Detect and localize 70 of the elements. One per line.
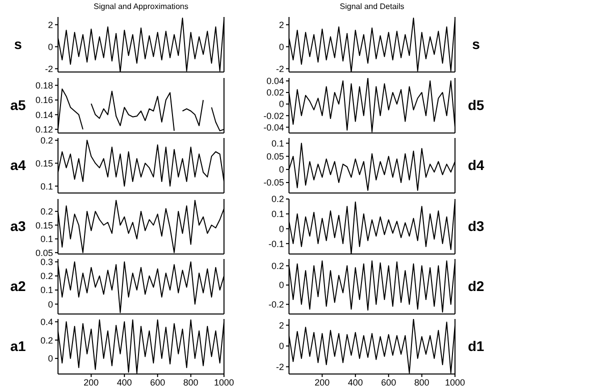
x-tick-label: 800 (414, 377, 430, 387)
y-tick-label: 0.05 (266, 152, 284, 162)
y-tick-label: -0.1 (268, 238, 284, 249)
line-series (58, 319, 224, 374)
y-tick-label: -0.02 (263, 110, 284, 121)
x-tick-label: 600 (381, 377, 396, 387)
y-tick-label: 0 (48, 299, 53, 310)
x-tick-label: 200 (84, 377, 99, 387)
x-tick-label: 800 (183, 377, 198, 387)
y-axis-title: s (13, 36, 23, 52)
y-tick-label: -0.2 (268, 300, 284, 310)
y-axis-title: a3 (9, 218, 27, 234)
y-tick-label: 0.16 (35, 95, 53, 106)
y-tick-label: 0.4 (40, 316, 53, 327)
y-tick-label: 0 (278, 42, 284, 52)
y-axis-title: d5 (466, 96, 486, 112)
y-tick-label: 2 (278, 320, 284, 330)
y-tick-label: 0.1 (40, 285, 53, 296)
y-axis-title: a2 (9, 278, 27, 294)
y-tick-label: -0.04 (263, 122, 284, 132)
chart-title: Signal and Approximations (92, 2, 190, 11)
y-tick-label: 0 (278, 280, 284, 290)
y-tick-label: 0.15 (35, 220, 53, 230)
y-tick-label: 0.04 (266, 76, 284, 86)
y-axis-title: s (471, 36, 481, 52)
y-tick-label: 0.18 (35, 80, 53, 91)
y-tick-label: 0.14 (35, 110, 53, 120)
y-tick-label: 0.2 (40, 135, 53, 146)
x-tick-label: 200 (314, 377, 330, 387)
x-tick-label: 600 (150, 377, 166, 387)
y-tick-label: -2 (44, 64, 53, 74)
y-axis-title: a4 (9, 156, 27, 172)
y-tick-label: 0.1 (271, 209, 284, 220)
y-tick-label: 0.1 (40, 234, 53, 244)
y-tick-label: 0.3 (40, 257, 53, 268)
y-tick-label: 2 (48, 20, 53, 30)
line-series (289, 319, 455, 374)
y-tick-label: 0.02 (266, 88, 284, 98)
y-axis-title: a1 (9, 338, 27, 354)
x-tick-label: 400 (348, 377, 363, 387)
x-tick-label: 1000 (444, 377, 466, 387)
y-tick-label: 0 (278, 224, 284, 234)
y-tick-label: 0.15 (35, 158, 53, 168)
y-tick-label: 0 (278, 164, 284, 175)
y-axis-title: a5 (9, 96, 27, 112)
x-tick-label: 400 (116, 377, 132, 387)
y-tick-label: 0 (48, 354, 53, 364)
y-axis-title: d4 (466, 156, 486, 172)
line-series (58, 261, 224, 314)
y-tick-label: 0.12 (35, 124, 53, 135)
y-tick-label: 0 (278, 341, 284, 352)
y-tick-label: 0 (278, 99, 284, 110)
y-tick-label: 0.1 (40, 181, 53, 192)
y-axis-title: d3 (466, 218, 486, 234)
y-tick-label: 0.05 (35, 248, 53, 258)
y-tick-label: 0.2 (271, 194, 284, 204)
y-tick-label: 0.2 (40, 335, 53, 346)
y-tick-label: 0.2 (271, 260, 284, 271)
y-tick-label: -2 (276, 64, 284, 74)
y-tick-label: 2 (278, 20, 284, 30)
chart-title: Signal and Details (338, 2, 406, 11)
y-axis-title: d1 (466, 338, 486, 354)
y-tick-label: 0 (48, 42, 53, 52)
y-tick-label: 0.2 (40, 206, 53, 217)
y-axis-title: d2 (466, 278, 486, 294)
y-tick-label: -0.05 (263, 178, 284, 188)
y-tick-label: 0.2 (40, 271, 53, 282)
x-tick-label: 1000 (214, 377, 234, 387)
y-tick-label: 0.1 (271, 138, 284, 148)
y-tick-label: -2 (276, 362, 284, 372)
